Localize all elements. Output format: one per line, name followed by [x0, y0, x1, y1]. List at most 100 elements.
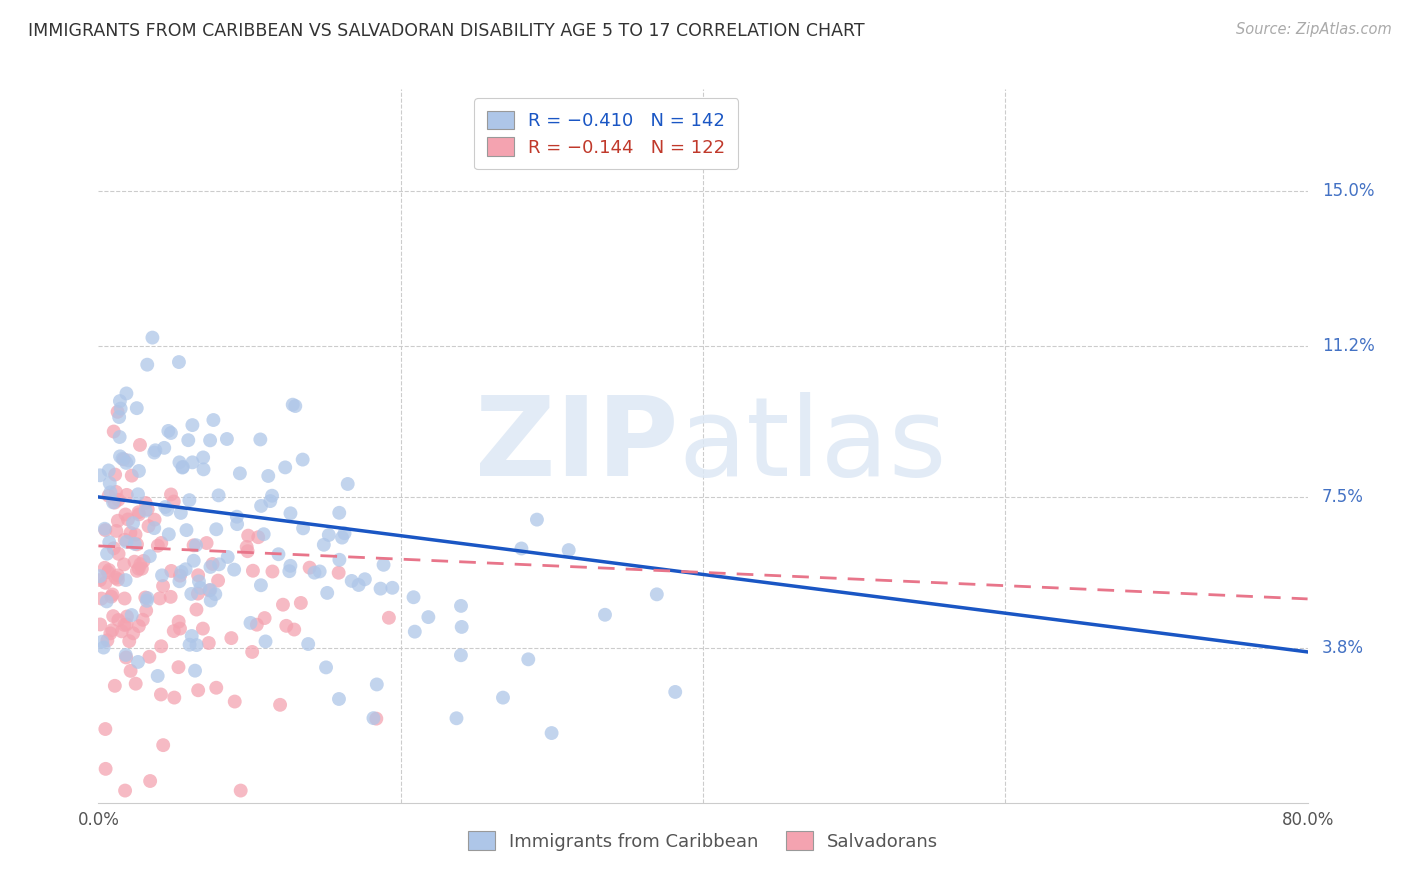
- Point: [104, 467, 127, 482]
- Point: [115, 617, 138, 632]
- Point: [170, 506, 193, 520]
- Point: [207, 488, 229, 502]
- Point: [402, 591, 425, 605]
- Point: [146, 539, 169, 553]
- Point: [104, 571, 127, 585]
- Point: [163, 624, 186, 638]
- Point: [205, 681, 228, 695]
- Point: [274, 460, 297, 475]
- Point: [328, 692, 350, 706]
- Point: [104, 679, 127, 693]
- Point: [108, 394, 131, 409]
- Point: [200, 560, 222, 574]
- Point: [94, 762, 117, 776]
- Point: [108, 450, 131, 464]
- Point: [91, 634, 114, 648]
- Point: [298, 560, 321, 574]
- Point: [157, 424, 180, 438]
- Point: [240, 645, 263, 659]
- Point: [190, 581, 212, 595]
- Point: [153, 441, 176, 455]
- Point: [207, 574, 229, 588]
- Point: [328, 566, 350, 580]
- Point: [315, 660, 337, 674]
- Point: [354, 572, 377, 586]
- Point: [93, 522, 115, 536]
- Point: [381, 581, 404, 595]
- Point: [139, 774, 162, 789]
- Point: [112, 618, 135, 632]
- Point: [107, 492, 129, 507]
- Point: [202, 413, 225, 427]
- Point: [127, 487, 149, 501]
- Point: [224, 694, 246, 708]
- Point: [191, 450, 214, 465]
- Point: [150, 568, 173, 582]
- Point: [107, 568, 129, 582]
- Point: [96, 547, 118, 561]
- Point: [143, 513, 166, 527]
- Point: [122, 626, 145, 640]
- Point: [97, 463, 120, 477]
- Point: [316, 586, 339, 600]
- Point: [217, 549, 239, 564]
- Point: [330, 531, 353, 545]
- Point: [188, 574, 211, 589]
- Legend: Immigrants from Caribbean, Salvadorans: Immigrants from Caribbean, Salvadorans: [460, 824, 946, 858]
- Point: [366, 677, 388, 691]
- Point: [215, 432, 238, 446]
- Point: [225, 509, 247, 524]
- Text: Source: ZipAtlas.com: Source: ZipAtlas.com: [1236, 22, 1392, 37]
- Point: [160, 487, 183, 501]
- Point: [235, 540, 257, 554]
- Point: [290, 596, 312, 610]
- Point: [510, 541, 533, 556]
- Point: [169, 574, 191, 589]
- Point: [193, 462, 215, 476]
- Point: [269, 698, 291, 712]
- Point: [200, 593, 222, 607]
- Point: [370, 582, 392, 596]
- Point: [135, 594, 157, 608]
- Point: [128, 619, 150, 633]
- Point: [186, 602, 208, 616]
- Point: [195, 536, 218, 550]
- Point: [340, 574, 363, 588]
- Point: [179, 493, 201, 508]
- Point: [271, 598, 294, 612]
- Point: [136, 358, 159, 372]
- Point: [121, 608, 143, 623]
- Point: [347, 578, 370, 592]
- Point: [446, 711, 468, 725]
- Point: [183, 554, 205, 568]
- Point: [114, 591, 136, 606]
- Point: [135, 504, 157, 518]
- Point: [664, 685, 686, 699]
- Point: [167, 355, 190, 369]
- Point: [247, 530, 270, 544]
- Point: [124, 555, 146, 569]
- Point: [94, 722, 117, 736]
- Text: ZIP: ZIP: [475, 392, 679, 500]
- Point: [167, 615, 190, 629]
- Point: [328, 506, 350, 520]
- Point: [284, 399, 307, 413]
- Point: [103, 609, 125, 624]
- Point: [184, 664, 207, 678]
- Point: [180, 587, 202, 601]
- Point: [191, 622, 214, 636]
- Point: [187, 568, 209, 582]
- Point: [149, 688, 172, 702]
- Point: [93, 640, 115, 655]
- Point: [107, 613, 129, 627]
- Point: [89, 569, 111, 583]
- Point: [179, 638, 201, 652]
- Point: [93, 561, 115, 575]
- Point: [114, 533, 136, 547]
- Point: [450, 599, 472, 613]
- Point: [120, 525, 142, 540]
- Point: [328, 553, 350, 567]
- Point: [98, 476, 121, 491]
- Point: [111, 624, 134, 639]
- Point: [169, 455, 191, 469]
